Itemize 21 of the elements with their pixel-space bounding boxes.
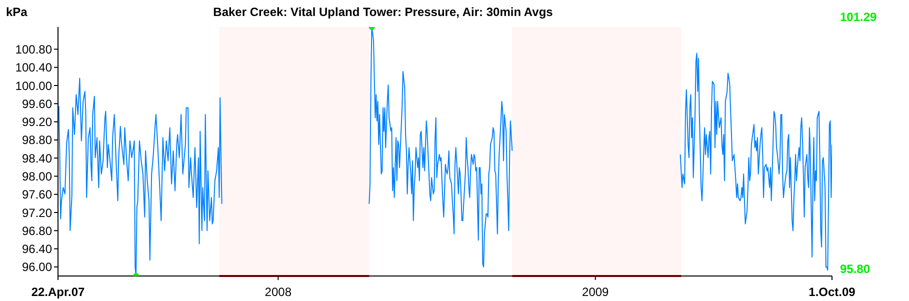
- text: 95.80: [840, 262, 870, 276]
- y-tick-label: 97.60: [22, 188, 52, 202]
- x-tick-label: 1.Oct.09: [808, 285, 856, 299]
- x-tick-label: 22.Apr.07: [31, 285, 86, 299]
- y-tick-label: 99.20: [22, 115, 52, 130]
- x-tick-label: 2009: [582, 285, 610, 299]
- y-tick-label: 98.80: [22, 133, 52, 148]
- y-tick-label: 100.80: [15, 42, 52, 56]
- y-tick-label: 100.40: [15, 60, 52, 75]
- y-tick-label: 96.80: [22, 224, 52, 238]
- y-tick-label: 99.60: [22, 96, 52, 111]
- x-tick-label: 2008: [264, 285, 292, 299]
- y-tick-label: 96.40: [22, 242, 52, 256]
- text: 101.29: [840, 10, 877, 24]
- y-tick-label: 98.40: [22, 151, 52, 166]
- y-axis-title: kPa: [6, 5, 28, 19]
- y-tick-label: 97.20: [22, 206, 52, 220]
- chart-title: Baker Creek: Vital Upland Tower: Pressure, Air: 30min Avgs: [213, 5, 553, 19]
- y-tick-label: 100.00: [15, 78, 52, 93]
- y-tick-label: 98.00: [22, 169, 52, 184]
- y-tick-label: 96.00: [22, 260, 52, 274]
